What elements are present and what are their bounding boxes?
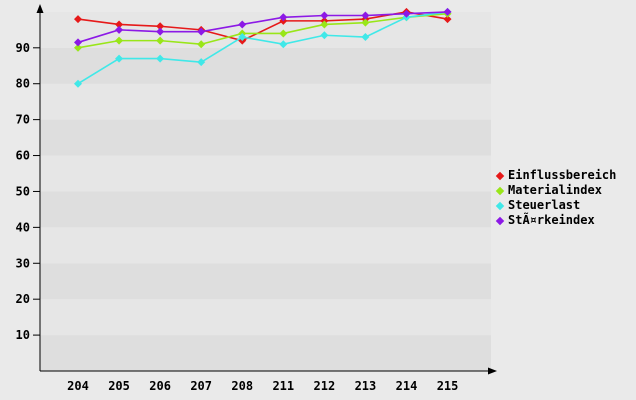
- y-axis-ticks: 10 20 30 40 50 60 70 80 90: [16, 41, 40, 342]
- y-tick-label: 10: [16, 328, 30, 342]
- legend-diamond-icon: [495, 201, 505, 210]
- data-point-marker-icon: [156, 22, 165, 31]
- legend-item: StÃ¤rkeindex: [495, 213, 616, 228]
- data-point-marker-icon: [115, 25, 124, 34]
- data-point-marker-icon: [402, 9, 411, 18]
- data-point-marker-icon: [197, 27, 206, 36]
- data-point-marker-icon: [443, 7, 452, 16]
- y-tick-label: 90: [16, 41, 30, 55]
- data-point-marker-icon: [74, 15, 82, 24]
- y-tick-label: 80: [16, 77, 30, 91]
- legend-diamond-icon: [495, 171, 505, 180]
- x-tick-label: 205: [108, 379, 130, 393]
- x-tick-label: 212: [314, 379, 336, 393]
- data-point-marker-icon: [443, 15, 452, 24]
- data-point-marker-icon: [238, 33, 247, 42]
- data-point-marker-icon: [279, 13, 288, 22]
- legend-label: Materialindex: [508, 183, 602, 197]
- data-point-marker-icon: [238, 20, 247, 29]
- x-axis-arrow-icon: [488, 367, 497, 375]
- data-point-marker-icon: [361, 11, 370, 20]
- x-tick-label: 204: [67, 379, 89, 393]
- legend-item: Steuerlast: [495, 198, 616, 213]
- data-point-marker-icon: [74, 79, 82, 88]
- legend-label: Steuerlast: [508, 198, 581, 212]
- data-point-marker-icon: [156, 54, 165, 63]
- data-point-marker-icon: [156, 36, 165, 45]
- data-point-marker-icon: [361, 33, 370, 42]
- x-axis-ticks: 204 205 206 207 208 211 212 213 214 215: [67, 379, 458, 393]
- legend-diamond-icon: [495, 186, 505, 195]
- y-tick-label: 30: [16, 256, 30, 270]
- data-point-marker-icon: [197, 58, 206, 67]
- y-tick-label: 60: [16, 149, 30, 163]
- data-point-marker-icon: [279, 29, 288, 38]
- y-axis-arrow-icon: [36, 4, 44, 13]
- legend-label: Einflussbereich: [508, 168, 617, 182]
- y-tick-label: 40: [16, 220, 30, 234]
- data-point-marker-icon: [197, 40, 206, 49]
- x-tick-label: 214: [396, 379, 418, 393]
- data-point-marker-icon: [115, 54, 124, 63]
- x-tick-label: 215: [437, 379, 459, 393]
- x-tick-label: 208: [231, 379, 253, 393]
- series-line-3: [74, 7, 452, 47]
- y-tick-label: 70: [16, 113, 30, 127]
- x-tick-label: 213: [355, 379, 377, 393]
- x-tick-label: 207: [190, 379, 212, 393]
- data-point-marker-icon: [115, 20, 124, 29]
- x-tick-label: 206: [149, 379, 171, 393]
- data-point-marker-icon: [320, 31, 329, 40]
- y-tick-label: 50: [16, 184, 30, 198]
- data-point-marker-icon: [115, 36, 124, 45]
- data-point-marker-icon: [74, 43, 82, 52]
- data-point-marker-icon: [320, 11, 329, 20]
- legend-item: Materialindex: [495, 183, 616, 198]
- y-tick-label: 20: [16, 292, 30, 306]
- data-point-marker-icon: [156, 27, 165, 36]
- legend-diamond-icon: [495, 216, 505, 225]
- legend-label: StÃ¤rkeindex: [508, 213, 595, 227]
- data-point-marker-icon: [320, 20, 329, 29]
- legend-item: Einflussbereich: [495, 168, 617, 183]
- data-point-marker-icon: [361, 18, 370, 27]
- data-point-marker-icon: [74, 38, 82, 47]
- chart-legend: Einflussbereich Materialindex Steuerlast St…: [495, 168, 617, 228]
- x-tick-label: 211: [272, 379, 294, 393]
- data-point-marker-icon: [279, 40, 288, 49]
